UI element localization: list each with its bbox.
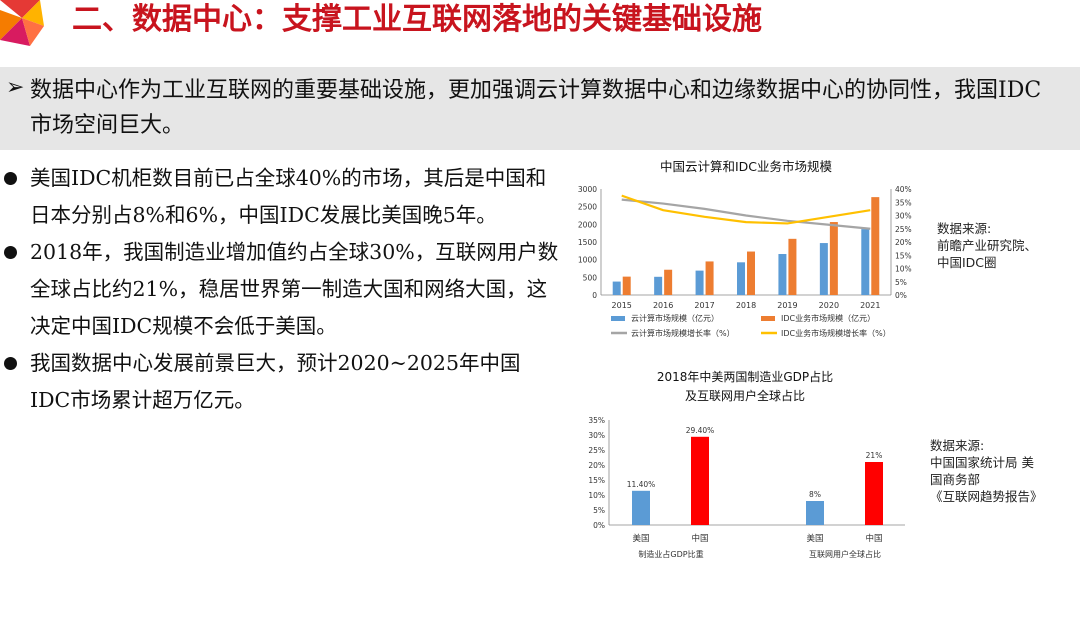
- y2-tick-label: 15%: [895, 251, 912, 260]
- source-line: 中国IDC圈: [937, 255, 997, 270]
- y-tick-label: 5%: [593, 506, 605, 515]
- logo: [0, 0, 60, 52]
- group-label: 制造业占GDP比重: [638, 549, 703, 559]
- data-label: 8%: [809, 490, 821, 499]
- source-line: 数据来源:: [937, 221, 992, 236]
- x-tick-label: 2020: [819, 301, 839, 310]
- y-tick-label: 500: [583, 273, 598, 282]
- chart1-source: 数据来源: 前瞻产业研究院、 中国IDC圈: [937, 220, 1037, 271]
- bar-cloud: [654, 276, 663, 295]
- y2-tick-label: 40%: [895, 185, 912, 194]
- x-tick-label: 2015: [612, 301, 632, 310]
- bullet-text: 美国IDC机柜数目前已占全球40%的市场，其后是中国和日本分别占8%和6%，中国…: [30, 166, 547, 227]
- x-tick-label: 美国: [806, 533, 823, 544]
- y-tick-label: 0: [592, 291, 597, 300]
- bar-idc: [747, 251, 755, 295]
- bar-cloud: [737, 262, 745, 295]
- bullet-list: 美国IDC机柜数目前已占全球40%的市场，其后是中国和日本分别占8%和6%，中国…: [0, 160, 560, 419]
- chart-title: 及互联网用户全球占比: [685, 388, 805, 403]
- bar-usa: [806, 501, 824, 525]
- x-tick-label: 中国: [865, 533, 882, 544]
- y2-tick-label: 10%: [895, 265, 912, 274]
- y2-tick-label: 0%: [895, 291, 907, 300]
- y2-tick-label: 25%: [895, 225, 912, 234]
- y2-tick-label: 5%: [895, 278, 907, 287]
- x-tick-label: 2016: [653, 301, 673, 310]
- bar-china: [691, 436, 709, 525]
- group-label: 互联网用户全球占比: [809, 549, 881, 559]
- bar-idc: [622, 276, 631, 295]
- bar-idc: [788, 238, 797, 295]
- source-line: 国商务部: [930, 472, 981, 487]
- bar-idc: [871, 197, 880, 295]
- x-tick-label: 2019: [777, 301, 797, 310]
- bullet-item: 我国数据中心发展前景巨大，预计2020~2025年中国IDC市场累计超万亿元。: [0, 345, 560, 419]
- data-label: 21%: [866, 451, 883, 460]
- legend-swatch: [611, 316, 625, 321]
- x-tick-label: 2021: [860, 301, 880, 310]
- legend-label: IDC业务市场规模增长率（%）: [781, 328, 891, 338]
- bar-china: [865, 462, 883, 525]
- y-tick-label: 2500: [578, 203, 597, 212]
- source-line: 前瞻产业研究院、: [937, 238, 1038, 253]
- bullet-item: 2018年，我国制造业增加值约占全球30%，互联网用户数全球占比约21%，稳居世…: [0, 234, 560, 345]
- bullet-item: 美国IDC机柜数目前已占全球40%的市场，其后是中国和日本分别占8%和6%，中国…: [0, 160, 560, 234]
- summary-text: 数据中心作为工业互联网的重要基础设施，更加强调云计算数据中心和边缘数据中心的协同…: [30, 78, 1042, 138]
- y-tick-label: 0%: [593, 521, 605, 530]
- source-line: 中国国家统计局 美: [930, 455, 1034, 470]
- y-tick-label: 25%: [588, 446, 605, 455]
- data-label: 29.40%: [686, 426, 715, 435]
- y-tick-label: 2000: [578, 220, 597, 229]
- x-tick-label: 2017: [694, 301, 714, 310]
- y-tick-label: 35%: [588, 416, 605, 425]
- source-line: 数据来源:: [930, 438, 985, 453]
- y-tick-label: 1000: [578, 256, 597, 265]
- y-tick-label: 15%: [588, 476, 605, 485]
- chart2-source: 数据来源: 中国国家统计局 美 国商务部 《互联网趋势报告》: [930, 437, 1043, 505]
- bar-cloud: [819, 243, 828, 295]
- summary-banner: ➢ 数据中心作为工业互联网的重要基础设施，更加强调云计算数据中心和边缘数据中心的…: [0, 67, 1080, 150]
- source-line: 《互联网趋势报告》: [930, 489, 1043, 504]
- legend-label: 云计算市场规模增长率（%）: [631, 328, 735, 338]
- legend-label: 云计算市场规模（亿元）: [631, 313, 719, 323]
- legend-label: IDC业务市场规模（亿元）: [781, 313, 875, 323]
- x-tick-label: 中国: [691, 533, 708, 544]
- data-label: 11.40%: [627, 480, 656, 489]
- bullet-text: 我国数据中心发展前景巨大，预计2020~2025年中国IDC市场累计超万亿元。: [30, 351, 521, 412]
- bar-idc: [705, 261, 714, 295]
- y-tick-label: 10%: [588, 491, 605, 500]
- bullet-dot-icon: [4, 172, 17, 185]
- y-tick-label: 1500: [578, 238, 597, 247]
- y-tick-label: 20%: [588, 461, 605, 470]
- y-tick-label: 30%: [588, 431, 605, 440]
- bullet-dot-icon: [4, 357, 17, 370]
- y-tick-label: 3000: [578, 185, 597, 194]
- bar-idc: [829, 222, 838, 295]
- chart-title: 2018年中美两国制造业GDP占比: [657, 369, 833, 384]
- bar-cloud: [612, 281, 621, 295]
- legend-swatch: [761, 316, 775, 321]
- gdp-internet-share-chart: 2018年中美两国制造业GDP占比 及互联网用户全球占比 0% 5% 10% 15% 20%…: [575, 365, 915, 574]
- chart-title: 中国云计算和IDC业务市场规模: [660, 159, 833, 174]
- y2-tick-label: 30%: [895, 212, 912, 221]
- y2-tick-label: 35%: [895, 198, 912, 207]
- x-tick-label: 美国: [632, 533, 649, 544]
- idc-market-chart: 中国云计算和IDC业务市场规模 0 500 1000 1500 2000 2500 3000 0…: [565, 155, 925, 354]
- page-title: 二、数据中心：支撑工业互联网落地的关键基础设施: [72, 2, 762, 37]
- bar-cloud: [861, 229, 870, 295]
- line-cloud-growth: [621, 198, 871, 230]
- bar-cloud: [778, 254, 787, 295]
- bar-usa: [632, 490, 650, 525]
- bar-cloud: [695, 270, 704, 295]
- bullet-text: 2018年，我国制造业增加值约占全球30%，互联网用户数全球占比约21%，稳居世…: [30, 240, 559, 338]
- y2-tick-label: 20%: [895, 238, 912, 247]
- x-tick-label: 2018: [736, 301, 756, 310]
- bullet-dot-icon: [4, 246, 17, 259]
- line-idc-growth: [621, 194, 871, 225]
- arrow-bullet-icon: ➢: [6, 75, 25, 100]
- bar-idc: [664, 269, 673, 295]
